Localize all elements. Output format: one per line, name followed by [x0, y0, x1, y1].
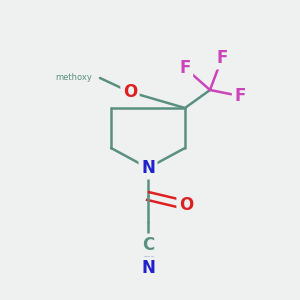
- Text: methoxy: methoxy: [55, 74, 92, 82]
- Text: F: F: [216, 49, 228, 67]
- Text: F: F: [234, 87, 246, 105]
- Text: C: C: [142, 236, 154, 254]
- Text: O: O: [179, 196, 193, 214]
- Text: O: O: [123, 83, 137, 101]
- Text: F: F: [179, 59, 191, 77]
- Text: N: N: [141, 259, 155, 277]
- Text: N: N: [141, 159, 155, 177]
